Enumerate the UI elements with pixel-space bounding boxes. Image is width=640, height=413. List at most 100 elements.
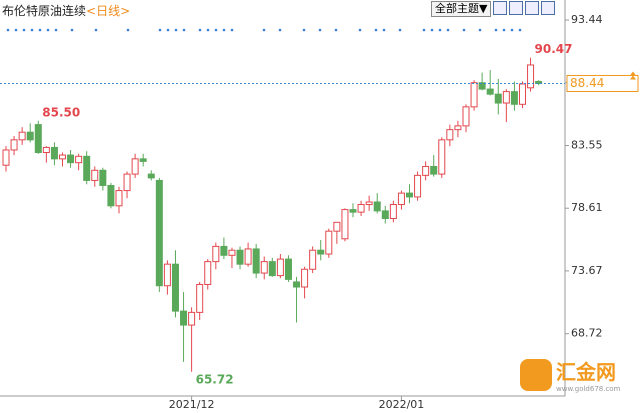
candle-body (42, 146, 50, 154)
candle-body (188, 311, 196, 326)
candle-body (518, 83, 526, 105)
candle-body (268, 261, 276, 277)
candle-body (414, 174, 422, 198)
candle-body (494, 93, 502, 104)
candle-body (67, 154, 75, 164)
toolbar: 全部主题▼ (431, 1, 556, 17)
candle-body (155, 179, 163, 287)
event-dot (262, 28, 266, 32)
candle-body (406, 192, 413, 198)
candle-body (34, 124, 42, 154)
logo (520, 358, 552, 391)
candle-body (309, 249, 317, 270)
event-dot (54, 28, 58, 32)
y-tick-label: 83.55 (571, 139, 603, 152)
candle-body (535, 80, 543, 84)
icon-button[interactable] (509, 1, 524, 15)
last-price-label: 88.44 (570, 76, 604, 90)
event-dot (358, 28, 362, 32)
candle-body (115, 190, 123, 207)
event-dot (494, 28, 498, 32)
icon-button[interactable] (525, 1, 540, 15)
candle-body (422, 165, 430, 176)
price-arrow (630, 71, 636, 80)
event-dot (174, 28, 178, 32)
candle-body (107, 185, 115, 207)
candle-body (91, 169, 99, 181)
y-tick-label: 88.50 (571, 76, 603, 89)
candle-body (478, 82, 486, 90)
event-dot (126, 28, 130, 32)
event-dot (438, 28, 442, 32)
candle-body (99, 169, 107, 187)
extreme-label: 65.72 (196, 372, 234, 386)
y-tick-label: 68.72 (571, 327, 603, 340)
candle-body (397, 192, 405, 206)
candle-body (244, 248, 252, 265)
candle-body (58, 154, 66, 160)
candle-body (446, 129, 454, 141)
event-dot (334, 28, 338, 32)
candle-body (260, 261, 268, 274)
event-dot (518, 28, 522, 32)
candle-body (438, 139, 446, 175)
event-dot (318, 28, 322, 32)
event-dot (70, 28, 74, 32)
icon-button[interactable] (493, 1, 508, 15)
event-dot (230, 28, 234, 32)
candle-body (10, 139, 18, 151)
theme-button[interactable]: 全部主题▼ (431, 1, 492, 17)
candle-body (236, 249, 244, 265)
candle-body (317, 249, 325, 255)
candle-body (349, 209, 357, 213)
candle-body (83, 155, 91, 181)
candle-body (333, 221, 341, 232)
y-tick-label: 73.67 (571, 264, 603, 277)
y-tick-label: 93.44 (571, 13, 603, 26)
x-tick-label: 2022/01 (379, 398, 425, 411)
candle-body (18, 131, 26, 141)
icon-button[interactable] (541, 1, 556, 15)
candle-body (365, 201, 373, 206)
event-dot (38, 28, 42, 32)
candle-body (502, 91, 510, 104)
event-dot (214, 28, 218, 32)
brand: 汇金网 (556, 360, 616, 384)
y-tick-label: 78.61 (571, 201, 603, 214)
title: 布伦特原油连续 (2, 4, 87, 18)
last-price-box (566, 74, 639, 92)
candle-body (325, 230, 333, 255)
event-dot (22, 28, 26, 32)
candle-body (220, 245, 228, 256)
extreme-label: 90.47 (535, 42, 573, 56)
candle-body (171, 263, 179, 312)
candle-body (389, 204, 397, 219)
candle-body (196, 283, 204, 313)
candle-body (75, 155, 83, 164)
event-dot (502, 28, 506, 32)
event-dot (158, 28, 162, 32)
candle-body (26, 131, 34, 141)
x-tick-label: 2021/12 (169, 398, 215, 411)
event-dot (46, 28, 50, 32)
event-dot (382, 28, 386, 32)
event-dot (14, 28, 18, 32)
candle-body (470, 82, 478, 108)
candle-body (204, 261, 212, 285)
event-dot (206, 28, 210, 32)
event-dot (374, 28, 378, 32)
candle-body (50, 146, 58, 160)
event-dot (510, 28, 514, 32)
event-dot (198, 28, 202, 32)
extreme-label: 85.50 (42, 105, 80, 119)
period[interactable]: <日线> (86, 4, 131, 18)
candle-body (123, 173, 131, 192)
event-dot (222, 28, 226, 32)
candle-body (147, 173, 155, 179)
candle-body (228, 249, 236, 256)
candle-body (284, 258, 292, 280)
watermark: 汇金网 www.gold678.com (520, 356, 620, 393)
event-dot (446, 28, 450, 32)
